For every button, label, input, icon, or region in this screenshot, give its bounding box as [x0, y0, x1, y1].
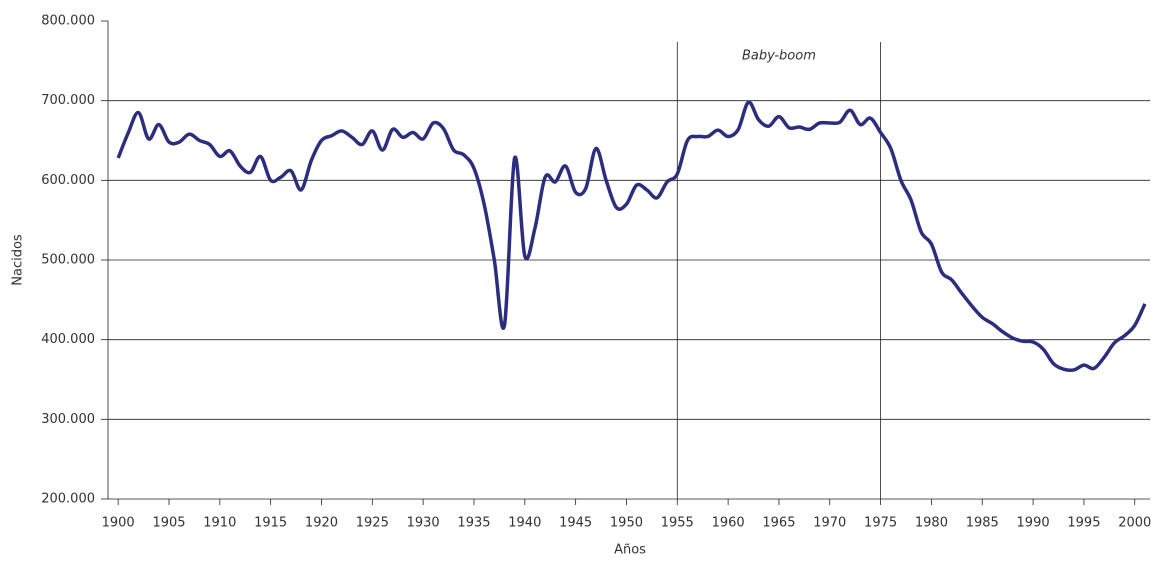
x-tick-label: 1930: [407, 516, 440, 531]
y-tick-label: 700.000: [41, 93, 95, 108]
x-tick-label: 1970: [813, 516, 846, 531]
x-tick-label: 1940: [508, 516, 541, 531]
x-tick-label: 1950: [610, 516, 643, 531]
x-tick-label: 1945: [559, 516, 592, 531]
x-tick-label: 1965: [762, 516, 795, 531]
x-tick-label: 1925: [356, 516, 389, 531]
y-tick-label: 200.000: [41, 492, 95, 507]
y-tick-label: 600.000: [41, 173, 95, 188]
annotation: Baby-boom: [742, 49, 816, 64]
x-axis-label: Años: [614, 543, 646, 558]
y-tick-label: 800.000: [41, 14, 95, 29]
x-tick-label: 1985: [966, 516, 999, 531]
x-tick-label: 1915: [254, 516, 287, 531]
x-tick-label: 1955: [661, 516, 694, 531]
x-tick-label: 1995: [1067, 516, 1100, 531]
y-tick-label: 400.000: [41, 332, 95, 347]
y-tick-label: 300.000: [41, 412, 95, 427]
x-tick-label: 1975: [864, 516, 897, 531]
data-line: [116, 100, 1147, 373]
x-tick-label: 1900: [102, 516, 135, 531]
x-tick-label: 2000: [1118, 516, 1151, 531]
x-tick-label: 1980: [915, 516, 948, 531]
x-tick-label: 1990: [1017, 516, 1050, 531]
x-tick-label: 1910: [203, 516, 236, 531]
x-tick-label: 1905: [152, 516, 185, 531]
y-axis-label: Nacidos: [11, 234, 26, 286]
x-tick-label: 1920: [305, 516, 338, 531]
x-tick-label: 1935: [457, 516, 490, 531]
y-tick-label: 500.000: [41, 253, 95, 268]
x-tick-label: 1960: [712, 516, 745, 531]
